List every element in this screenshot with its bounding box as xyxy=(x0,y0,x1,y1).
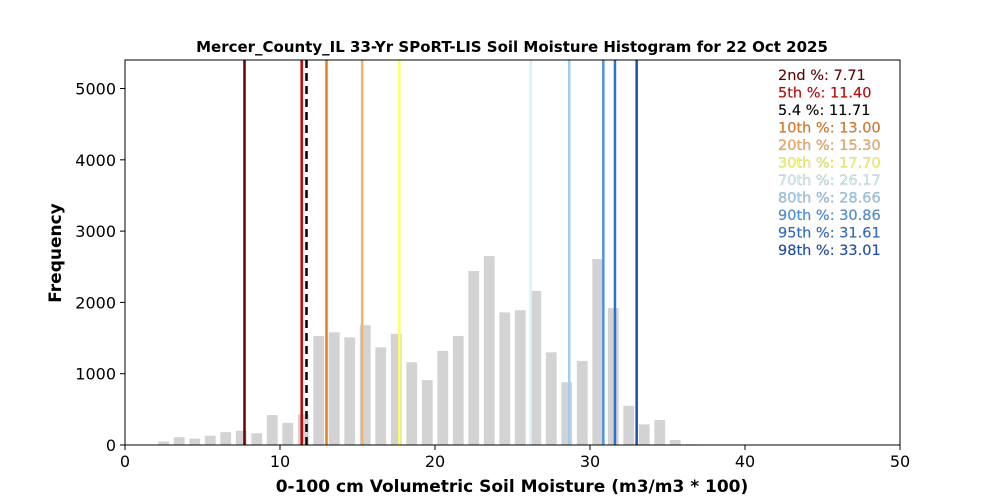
histogram-bar xyxy=(173,437,185,445)
histogram-bar xyxy=(359,325,371,445)
histogram-bar xyxy=(313,335,325,445)
histogram-bar xyxy=(266,415,278,445)
histogram-bar xyxy=(561,382,573,445)
percentile-lines xyxy=(243,60,638,445)
y-tick-label: 1000 xyxy=(75,365,116,384)
histogram-bars xyxy=(158,256,697,445)
histogram-bar xyxy=(390,333,402,445)
histogram-bar xyxy=(235,430,247,445)
histogram-bar xyxy=(375,347,387,445)
histogram-bar xyxy=(406,362,418,445)
histogram-bar xyxy=(158,441,170,445)
legend-entry: 20th %: 15.30 xyxy=(778,138,881,154)
x-tick-label: 0 xyxy=(120,452,130,471)
histogram-bar xyxy=(328,332,340,445)
histogram-bar xyxy=(452,335,464,445)
histogram-bar xyxy=(297,414,309,445)
x-tick-label: 20 xyxy=(425,452,445,471)
histogram-bar xyxy=(669,440,681,445)
histogram-bar xyxy=(514,310,526,445)
histogram-bar xyxy=(204,435,216,445)
histogram-bar xyxy=(530,291,542,445)
x-tick-label: 50 xyxy=(890,452,910,471)
histogram-bar xyxy=(623,405,635,445)
legend-entry: 98th %: 33.01 xyxy=(778,243,881,259)
y-axis-ticks: 0 1000 2000 3000 4000 5000 xyxy=(75,80,125,455)
legend-entry: 5.4 %: 11.71 xyxy=(778,103,870,119)
histogram-bar xyxy=(607,308,619,445)
histogram-bar xyxy=(251,433,263,445)
plot-frame xyxy=(124,59,901,446)
histogram-bar xyxy=(437,350,449,445)
histogram-bar xyxy=(220,432,232,445)
x-axis-ticks: 0 10 20 30 40 50 xyxy=(120,445,910,471)
legend-entry: 2nd %: 7.71 xyxy=(778,68,866,84)
legend-entry: 90th %: 30.86 xyxy=(778,208,881,224)
x-tick-label: 40 xyxy=(735,452,755,471)
histogram-bar xyxy=(592,258,604,445)
y-tick-label: 2000 xyxy=(75,293,116,312)
y-tick-label: 4000 xyxy=(75,151,116,170)
y-tick-label: 5000 xyxy=(75,80,116,99)
chart-title: Mercer_County_IL 33-Yr SPoRT-LIS Soil Mo… xyxy=(196,38,828,56)
histogram-bar xyxy=(282,422,294,445)
histogram-bar xyxy=(344,337,356,445)
x-tick-label: 30 xyxy=(580,452,600,471)
legend-entry: 5th %: 11.40 xyxy=(778,86,872,102)
legend-entry: 95th %: 31.61 xyxy=(778,226,881,242)
legend-entry: 70th %: 26.17 xyxy=(778,173,881,189)
histogram-bar xyxy=(468,271,480,445)
legend-entry: 30th %: 17.70 xyxy=(778,156,881,172)
histogram-bar xyxy=(576,360,588,445)
histogram-bar xyxy=(499,312,511,445)
histogram-bar xyxy=(189,438,201,445)
legend-entry: 10th %: 13.00 xyxy=(778,121,881,137)
legend-entry: 80th %: 28.66 xyxy=(778,191,881,207)
y-tick-label: 0 xyxy=(106,436,116,455)
histogram-bar xyxy=(638,424,650,445)
x-tick-label: 10 xyxy=(270,452,290,471)
percentile-legend: 2nd %: 7.71 5th %: 11.405.4 %: 11.71 10th … xyxy=(778,68,881,259)
histogram-bar xyxy=(545,352,557,445)
x-axis-label: 0-100 cm Volumetric Soil Moisture (m3/m3… xyxy=(276,477,749,497)
y-axis-label: Frequency xyxy=(46,203,66,303)
histogram-bar xyxy=(483,256,495,445)
histogram-bar xyxy=(654,420,666,445)
histogram-bar xyxy=(421,380,433,445)
y-tick-label: 3000 xyxy=(75,222,116,241)
